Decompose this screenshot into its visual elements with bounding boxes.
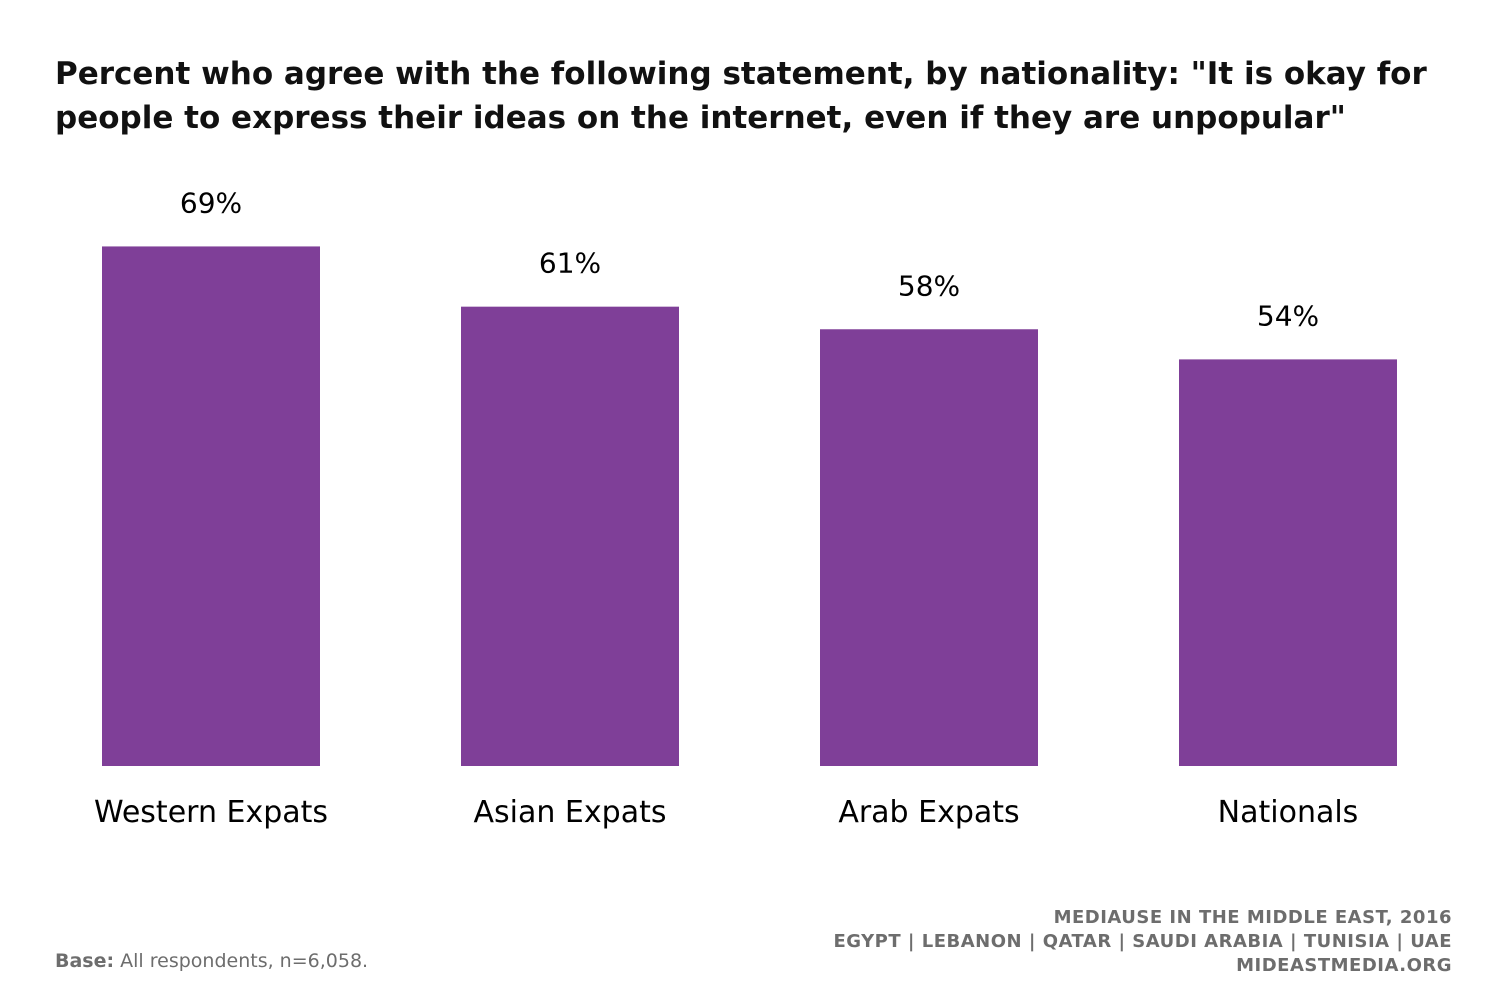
value-label-nationals: 54% (1257, 299, 1319, 332)
source-countries: EGYPT | LEBANON | QATAR | SAUDI ARABIA |… (833, 931, 1452, 952)
bar-arab-expats (820, 329, 1038, 766)
base-note-label: Base: (55, 950, 115, 972)
bar-western-expats (102, 246, 320, 766)
base-note-text: All respondents, n=6,058. (120, 950, 369, 972)
category-label-arab-expats: Arab Expats (838, 795, 1019, 830)
value-label-asian-expats: 61% (539, 247, 601, 280)
value-label-arab-expats: 58% (898, 269, 960, 302)
category-label-western-expats: Western Expats (94, 795, 328, 830)
bar-asian-expats (461, 306, 679, 766)
bar-nationals (1179, 359, 1397, 766)
chart-title: Percent who agree with the following sta… (55, 56, 1427, 136)
source-title: MEDIAUSE IN THE MIDDLE EAST, 2016 (1053, 907, 1452, 928)
category-label-asian-expats: Asian Expats (474, 795, 667, 830)
value-label-western-expats: 69% (180, 186, 242, 219)
category-label-nationals: Nationals (1218, 795, 1359, 830)
base-note: Base: All respondents, n=6,058. (55, 950, 368, 972)
source-website: MIDEASTMEDIA.ORG (1236, 955, 1452, 976)
source-credit: MEDIAUSE IN THE MIDDLE EAST, 2016 EGYPT … (833, 906, 1452, 978)
